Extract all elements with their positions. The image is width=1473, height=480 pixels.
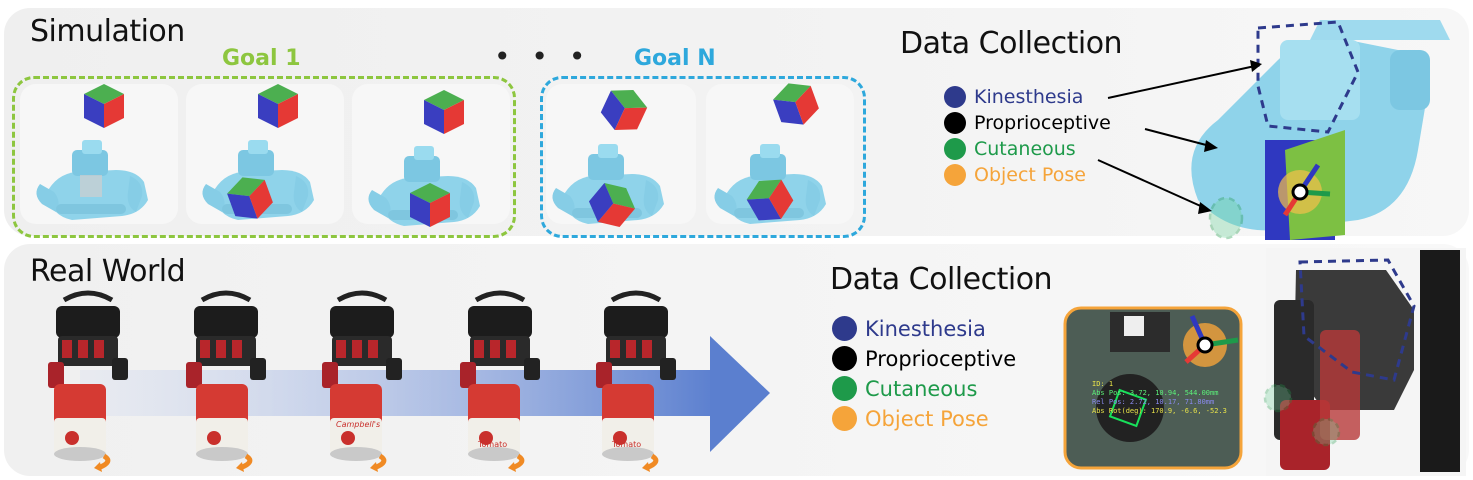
cutaneous-dot-icon bbox=[832, 376, 857, 401]
progress-arrow bbox=[80, 336, 770, 452]
kinesthesia-dot-icon bbox=[944, 86, 966, 108]
camera-readout-id: ID: 1 bbox=[1092, 380, 1114, 388]
sim-legend-proprioceptive: Proprioceptive bbox=[944, 112, 1111, 134]
real-robot-diagram bbox=[1263, 248, 1466, 476]
object-pose-dot-icon bbox=[832, 406, 857, 431]
sim-frame-2-scene bbox=[202, 84, 314, 226]
sim-legend-kinesthesia: Kinesthesia bbox=[944, 86, 1111, 108]
sim-frame-1-scene bbox=[36, 84, 148, 220]
sim-hand-diagram bbox=[1097, 20, 1450, 240]
ellipsis: • • • bbox=[494, 40, 592, 73]
goal-n-label: Goal N bbox=[634, 46, 716, 71]
sim-legend: Kinesthesia Proprioceptive Cutaneous Obj… bbox=[944, 86, 1111, 190]
camera-readout-pos: Abs Pos: 3.72, 10.94, 544.00mm bbox=[1092, 389, 1219, 397]
proprioceptive-dot-icon bbox=[944, 112, 966, 134]
kinesthesia-dot-icon bbox=[832, 316, 857, 341]
camera-readout-rel: Rel Pos: 2.72, 10.17, 71.80mm bbox=[1092, 398, 1215, 406]
real-legend-kinesthesia: Kinesthesia bbox=[832, 316, 1016, 341]
real-data-collection-title: Data Collection bbox=[830, 262, 1053, 297]
sim-frame-4-scene bbox=[552, 81, 664, 235]
sim-frame-5-scene bbox=[714, 76, 826, 230]
simulation-title: Simulation bbox=[30, 14, 185, 49]
can-label-1: Campbell's bbox=[336, 420, 381, 429]
sim-legend-cutaneous: Cutaneous bbox=[944, 138, 1111, 160]
real-legend-object-pose: Object Pose bbox=[832, 406, 1016, 431]
can-label-2: Tomato bbox=[478, 440, 508, 449]
goal-1-group bbox=[12, 76, 516, 238]
object-pose-dot-icon bbox=[944, 164, 966, 186]
can-label-3: Tomato bbox=[612, 440, 642, 449]
sim-legend-object-pose: Object Pose bbox=[944, 164, 1111, 186]
real-world-title: Real World bbox=[30, 254, 186, 289]
sim-frame-3-scene bbox=[368, 90, 480, 227]
camera-readout: ID: 1 Abs Pos: 3.72, 10.94, 544.00mm Rel… bbox=[1092, 380, 1227, 416]
real-legend-proprioceptive: Proprioceptive bbox=[832, 346, 1016, 371]
cutaneous-dot-icon bbox=[944, 138, 966, 160]
real-legend: Kinesthesia Proprioceptive Cutaneous Obj… bbox=[832, 316, 1016, 436]
sim-data-collection-title: Data Collection bbox=[900, 26, 1123, 61]
real-legend-cutaneous: Cutaneous bbox=[832, 376, 1016, 401]
proprioceptive-dot-icon bbox=[832, 346, 857, 371]
camera-view bbox=[1063, 306, 1243, 470]
goal-1-label: Goal 1 bbox=[222, 46, 301, 71]
goal-n-group bbox=[540, 76, 866, 238]
camera-readout-rot: Abs Rot(deg): 170.9, -6.6, -52.3 bbox=[1092, 407, 1227, 415]
